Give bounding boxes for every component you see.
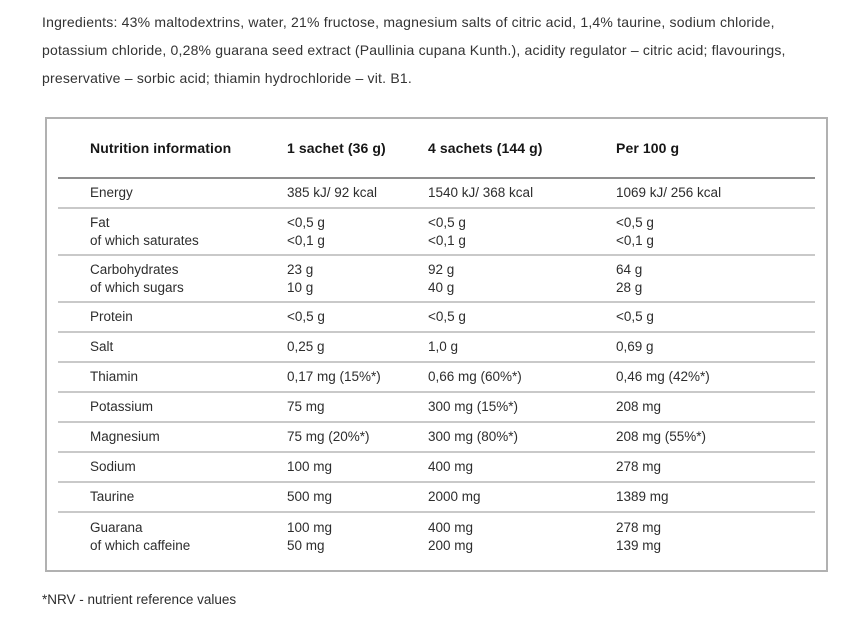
table-cell-per-100g: <0,5 g <0,1 g [616,214,654,248]
table-cell-nutrient: Potassium [90,399,154,414]
ingredients-text: Ingredients: 43% maltodextrins, water, 2… [42,14,786,86]
table-cell-nutrient: Protein [90,309,133,324]
table-cell-1-sachet: <0,5 g [287,309,325,324]
table-row: Fat of which saturates <0,5 g <0,1 g <0,5 … [58,209,815,256]
table-cell-nutrient: Energy [90,185,133,200]
table-cell-per-100g: 278 mg [616,459,662,474]
table-row: Carbohydrates of which sugars 23 g 10 g 92… [58,256,815,303]
table-row: Magnesium 75 mg (20%*) 300 mg (80%*) 208… [58,423,815,453]
table-cell-4-sachets: 2000 mg [428,489,481,504]
table-cell-1-sachet: 75 mg [287,399,325,414]
table-cell-per-100g: 64 g 28 g [616,261,643,295]
table-cell-4-sachets: 0,66 mg (60%*) [428,369,522,384]
table-cell-nutrient: Taurine [90,489,135,504]
column-header-nutrition-information: Nutrition information [90,140,232,156]
table-cell-per-100g: <0,5 g [616,309,654,324]
table-cell-4-sachets: 92 g 40 g [428,261,455,295]
table-cell-1-sachet: 75 mg (20%*) [287,429,370,444]
table-cell-4-sachets: <0,5 g <0,1 g [428,214,466,248]
table-cell-nutrient: Guarana of which caffeine [90,519,191,553]
table-cell-1-sachet: <0,5 g <0,1 g [287,214,325,248]
nrv-footnote: *NRV - nutrient reference values [42,592,237,607]
table-cell-per-100g: 1389 mg [616,489,669,504]
table-cell-per-100g: 0,69 g [616,339,654,354]
table-cell-4-sachets: 300 mg (80%*) [428,429,519,444]
table-row: Protein <0,5 g <0,5 g <0,5 g [58,303,815,333]
table-row: Taurine 500 mg 2000 mg 1389 mg [58,483,815,513]
table-cell-nutrient: Carbohydrates of which sugars [90,261,184,295]
table-cell-1-sachet: 100 mg [287,459,333,474]
table-cell-1-sachet: 385 kJ/ 92 kcal [287,185,378,200]
table-row: Salt 0,25 g 1,0 g 0,69 g [58,333,815,363]
table-row: Energy 385 kJ/ 92 kcal 1540 kJ/ 368 kcal… [58,179,815,209]
table-cell-4-sachets: 300 mg (15%*) [428,399,519,414]
table-row: Potassium 75 mg 300 mg (15%*) 208 mg [58,393,815,423]
table-cell-nutrient: Fat of which saturates [90,214,199,248]
table-cell-per-100g: 0,46 mg (42%*) [616,369,710,384]
table-cell-1-sachet: 0,25 g [287,339,325,354]
table-cell-4-sachets: 1,0 g [428,339,459,354]
column-header-per-100g: Per 100 g [616,140,680,156]
table-cell-1-sachet: 100 mg 50 mg [287,519,333,553]
table-cell-1-sachet: 0,17 mg (15%*) [287,369,381,384]
table-cell-4-sachets: 1540 kJ/ 368 kcal [428,185,534,200]
table-cell-nutrient: Thiamin [90,369,139,384]
nutrition-table: Nutrition information 1 sachet (36 g) 4 … [45,117,828,572]
column-header-4-sachets: 4 sachets (144 g) [428,140,543,156]
table-row: Guarana of which caffeine 100 mg 50 mg 400… [58,513,815,560]
table-cell-1-sachet: 500 mg [287,489,333,504]
table-cell-1-sachet: 23 g 10 g [287,261,314,295]
table-cell-per-100g: 1069 kJ/ 256 kcal [616,185,722,200]
table-cell-nutrient: Magnesium [90,429,160,444]
table-row: Thiamin 0,17 mg (15%*) 0,66 mg (60%*) 0,… [58,363,815,393]
nutrition-table-body: Energy 385 kJ/ 92 kcal 1540 kJ/ 368 kcal… [58,179,815,560]
table-cell-4-sachets: <0,5 g [428,309,466,324]
table-cell-nutrient: Salt [90,339,114,354]
table-cell-nutrient: Sodium [90,459,136,474]
table-header-row: Nutrition information 1 sachet (36 g) 4 … [58,119,815,179]
table-cell-4-sachets: 400 mg 200 mg [428,519,474,553]
table-cell-per-100g: 208 mg [616,399,662,414]
table-cell-per-100g: 278 mg 139 mg [616,519,662,553]
column-header-1-sachet: 1 sachet (36 g) [287,140,386,156]
table-cell-4-sachets: 400 mg [428,459,474,474]
table-row: Sodium 100 mg 400 mg 278 mg [58,453,815,483]
table-cell-per-100g: 208 mg (55%*) [616,429,707,444]
